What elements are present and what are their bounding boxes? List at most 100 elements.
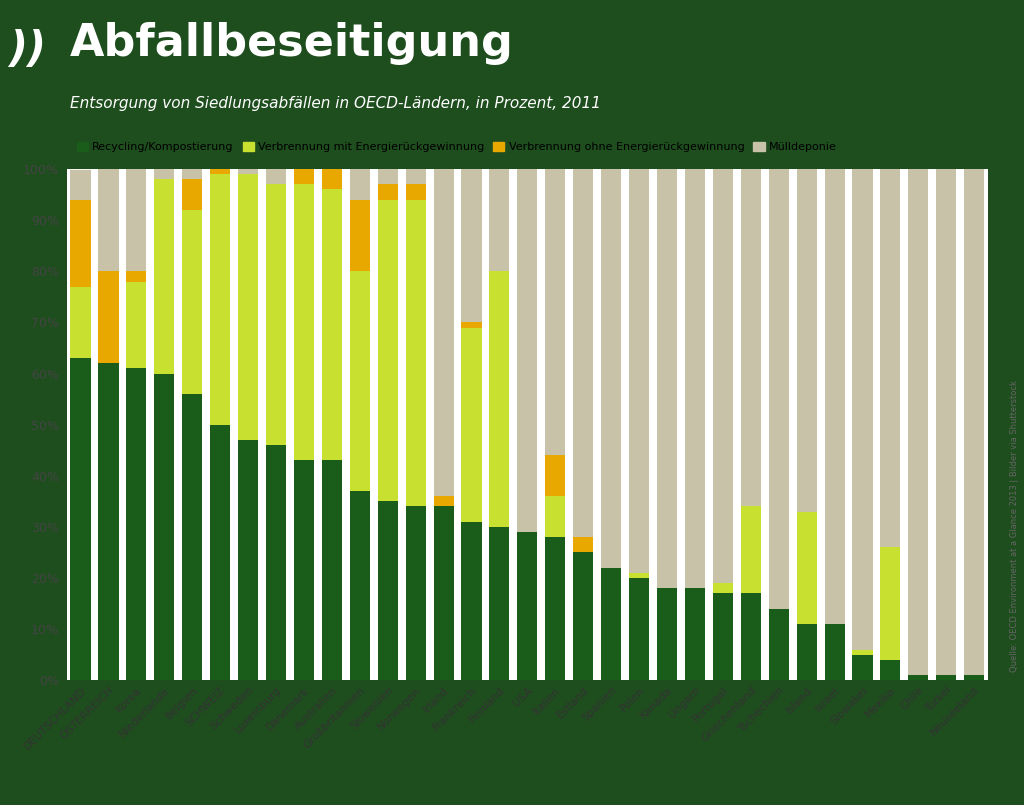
Bar [294, 169, 314, 680]
Bar [71, 174, 90, 200]
Bar [126, 169, 146, 271]
Bar [629, 578, 649, 680]
Bar [657, 169, 677, 680]
Bar [713, 593, 733, 680]
Bar [406, 506, 426, 680]
Bar [769, 169, 788, 680]
Bar [238, 174, 258, 440]
Bar [433, 169, 454, 680]
Bar [573, 537, 593, 552]
Bar [182, 210, 203, 394]
Bar [266, 184, 286, 445]
Bar [182, 169, 203, 180]
Bar [350, 169, 370, 680]
Bar [936, 169, 956, 675]
Bar [685, 169, 705, 588]
Bar [852, 169, 872, 680]
Bar [406, 169, 426, 680]
Bar [462, 169, 481, 680]
Text: Quelle: OECD Environment at a Glance 2013 | Bilder via Shutterstock: Quelle: OECD Environment at a Glance 201… [1010, 380, 1019, 672]
Bar [601, 568, 622, 680]
Bar [629, 169, 649, 680]
Bar [126, 271, 146, 282]
Bar [601, 169, 622, 568]
Bar [238, 169, 258, 680]
Bar [852, 169, 872, 650]
Bar [881, 169, 900, 680]
Bar [573, 169, 593, 680]
Bar [98, 271, 119, 363]
Legend: Recycling/Kompostierung, Verbrennung mit Energierückgewinnung, Verbrennung ohne : Recycling/Kompostierung, Verbrennung mit… [72, 137, 842, 157]
Bar [965, 169, 984, 675]
Bar [294, 460, 314, 680]
Bar [378, 169, 397, 680]
Bar [769, 169, 788, 609]
Bar [713, 169, 733, 583]
Bar [98, 169, 119, 271]
Bar [489, 169, 510, 271]
Bar [601, 169, 622, 680]
Bar [936, 169, 956, 680]
Bar [294, 169, 314, 184]
Bar [908, 169, 929, 675]
Bar [378, 200, 397, 502]
Bar [740, 169, 761, 680]
Bar [824, 169, 845, 680]
Bar [266, 169, 286, 680]
Bar [98, 363, 119, 680]
Text: )): )) [8, 29, 46, 71]
Bar [238, 440, 258, 680]
Bar [238, 169, 258, 174]
Bar [433, 506, 454, 680]
Bar [210, 169, 230, 680]
Bar [545, 496, 565, 537]
Bar [881, 547, 900, 660]
Bar [155, 180, 174, 374]
Bar [797, 511, 817, 624]
Bar [545, 537, 565, 680]
Bar [965, 675, 984, 680]
Bar [322, 460, 342, 680]
Bar [322, 189, 342, 460]
Bar [71, 169, 90, 680]
Bar [545, 456, 565, 496]
Bar [517, 169, 538, 680]
Bar [350, 491, 370, 680]
Bar [740, 593, 761, 680]
Bar [824, 169, 845, 624]
Bar [350, 169, 370, 200]
Bar [545, 169, 565, 680]
Bar [378, 502, 397, 680]
Bar [740, 506, 761, 593]
Bar [378, 184, 397, 200]
Bar [155, 374, 174, 680]
Bar [936, 675, 956, 680]
Bar [881, 169, 900, 547]
Bar [629, 573, 649, 578]
Bar [462, 323, 481, 328]
Bar [71, 200, 90, 287]
Bar [545, 169, 565, 456]
Bar [155, 169, 174, 680]
Bar [824, 624, 845, 680]
Bar [126, 169, 146, 680]
Bar [433, 169, 454, 496]
Bar [210, 174, 230, 425]
Text: Entsorgung von Siedlungsabfällen in OECD-Ländern, in Prozent, 2011: Entsorgung von Siedlungsabfällen in OECD… [70, 96, 601, 111]
Text: Abfallbeseitigung: Abfallbeseitigung [70, 23, 513, 65]
Bar [852, 654, 872, 680]
Bar [182, 394, 203, 680]
Bar [98, 169, 119, 680]
Bar [517, 169, 538, 532]
Bar [629, 169, 649, 573]
Bar [462, 169, 481, 323]
Bar [769, 609, 788, 680]
Bar [852, 650, 872, 654]
Bar [182, 180, 203, 210]
Bar [573, 552, 593, 680]
Bar [462, 522, 481, 680]
Bar [322, 169, 342, 189]
Bar [71, 287, 90, 358]
Bar [489, 169, 510, 680]
Bar [797, 169, 817, 511]
